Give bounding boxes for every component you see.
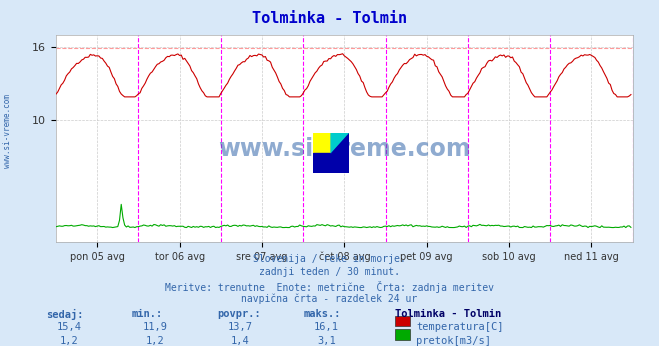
Polygon shape [331, 133, 349, 153]
Text: maks.:: maks.: [303, 309, 341, 319]
Polygon shape [331, 153, 349, 173]
Text: 15,4: 15,4 [57, 322, 82, 333]
Polygon shape [313, 153, 331, 173]
Text: www.si-vreme.com: www.si-vreme.com [3, 94, 13, 169]
Text: Slovenija / reke in morje.: Slovenija / reke in morje. [253, 254, 406, 264]
Polygon shape [313, 133, 331, 153]
Text: Meritve: trenutne  Enote: metrične  Črta: zadnja meritev: Meritve: trenutne Enote: metrične Črta: … [165, 281, 494, 293]
Text: min.:: min.: [132, 309, 163, 319]
Polygon shape [331, 133, 349, 153]
Text: Tolminka - Tolmin: Tolminka - Tolmin [252, 11, 407, 26]
Text: povpr.:: povpr.: [217, 309, 261, 319]
Text: 13,7: 13,7 [228, 322, 253, 333]
Text: zadnji teden / 30 minut.: zadnji teden / 30 minut. [259, 267, 400, 277]
Text: Tolminka - Tolmin: Tolminka - Tolmin [395, 309, 501, 319]
Text: 16,1: 16,1 [314, 322, 339, 333]
Text: www.si-vreme.com: www.si-vreme.com [218, 137, 471, 161]
Polygon shape [331, 133, 349, 153]
Text: 1,4: 1,4 [231, 336, 250, 346]
Text: 3,1: 3,1 [317, 336, 335, 346]
Text: pretok[m3/s]: pretok[m3/s] [416, 336, 492, 346]
Text: 1,2: 1,2 [146, 336, 164, 346]
Text: navpična črta - razdelek 24 ur: navpična črta - razdelek 24 ur [241, 294, 418, 304]
Text: sedaj:: sedaj: [46, 309, 84, 320]
Text: temperatura[C]: temperatura[C] [416, 322, 504, 333]
Text: 1,2: 1,2 [60, 336, 78, 346]
Text: 11,9: 11,9 [142, 322, 167, 333]
Bar [395, 316, 410, 326]
Bar [395, 329, 410, 340]
